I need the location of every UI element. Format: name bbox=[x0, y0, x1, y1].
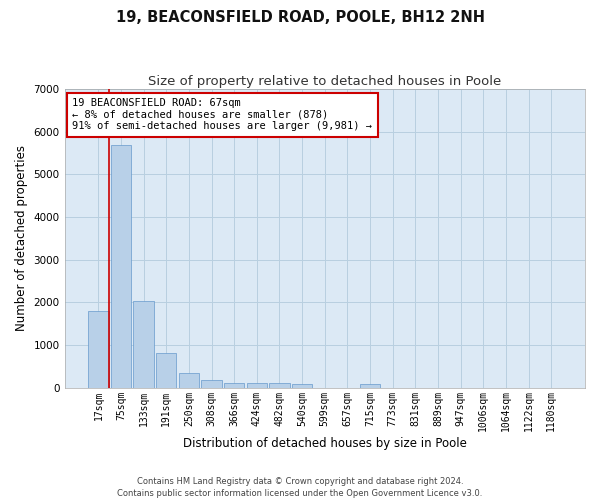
Text: 19 BEACONSFIELD ROAD: 67sqm
← 8% of detached houses are smaller (878)
91% of sem: 19 BEACONSFIELD ROAD: 67sqm ← 8% of deta… bbox=[73, 98, 373, 132]
Bar bbox=[179, 373, 199, 388]
Bar bbox=[111, 144, 131, 388]
Bar bbox=[88, 311, 109, 388]
Bar bbox=[224, 383, 244, 388]
Title: Size of property relative to detached houses in Poole: Size of property relative to detached ho… bbox=[148, 75, 502, 88]
Text: 19, BEACONSFIELD ROAD, POOLE, BH12 2NH: 19, BEACONSFIELD ROAD, POOLE, BH12 2NH bbox=[115, 10, 485, 25]
Bar bbox=[156, 354, 176, 388]
Bar bbox=[133, 302, 154, 388]
Bar bbox=[247, 384, 267, 388]
Bar bbox=[292, 384, 313, 388]
X-axis label: Distribution of detached houses by size in Poole: Distribution of detached houses by size … bbox=[183, 437, 467, 450]
Bar bbox=[269, 384, 290, 388]
Bar bbox=[360, 384, 380, 388]
Y-axis label: Number of detached properties: Number of detached properties bbox=[15, 146, 28, 332]
Bar bbox=[202, 380, 222, 388]
Text: Contains HM Land Registry data © Crown copyright and database right 2024.
Contai: Contains HM Land Registry data © Crown c… bbox=[118, 476, 482, 498]
